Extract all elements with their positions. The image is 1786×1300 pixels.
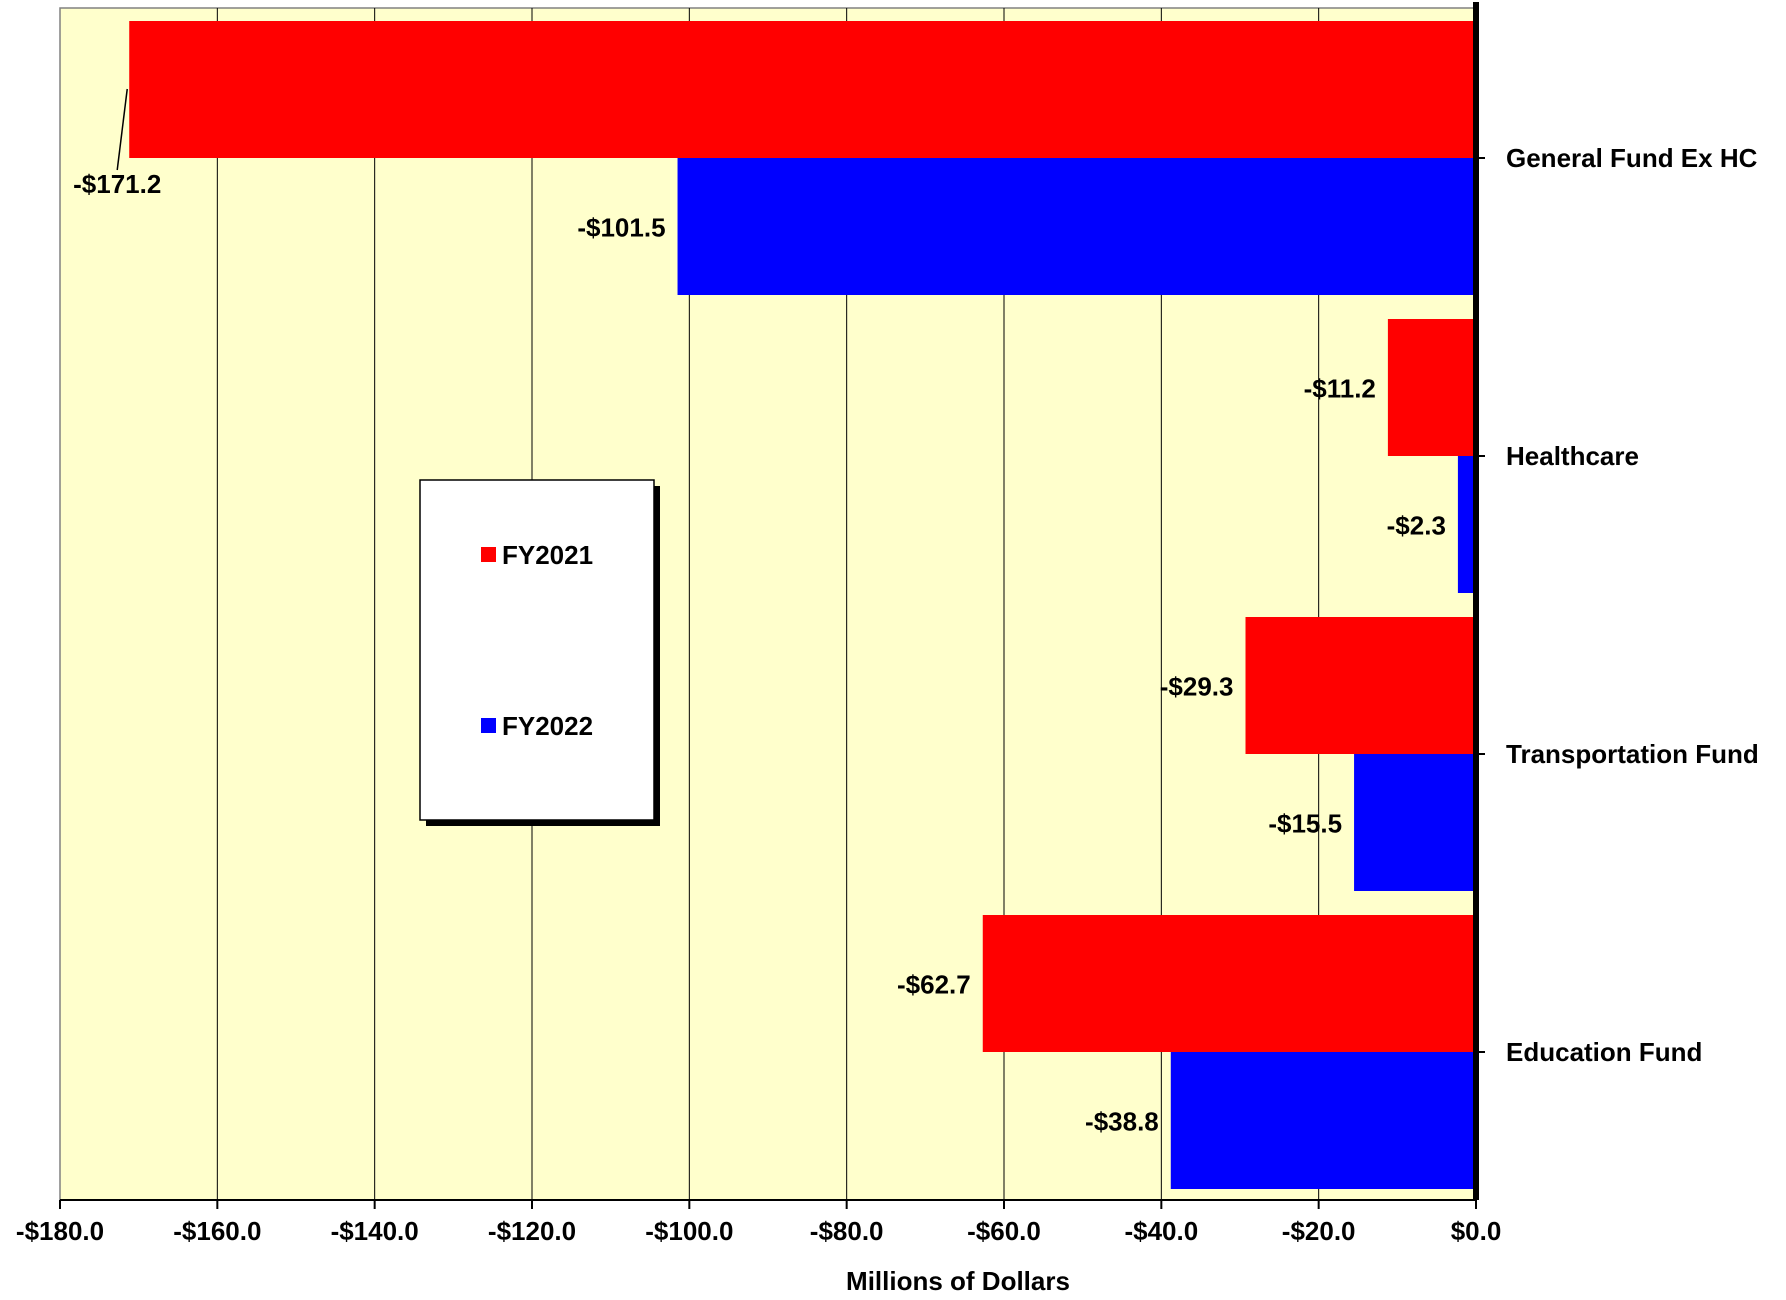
category-label: Transportation Fund	[1506, 739, 1759, 769]
x-tick-label: -$180.0	[16, 1216, 104, 1246]
category-label: Education Fund	[1506, 1037, 1702, 1067]
bar-fy2022-0	[677, 158, 1476, 295]
bars	[129, 21, 1476, 1189]
data-label: -$15.5	[1268, 809, 1342, 839]
data-label: -$38.8	[1085, 1107, 1159, 1137]
data-label-leader	[116, 88, 128, 171]
data-label: -$2.3	[1387, 511, 1446, 541]
data-labels: -$171.2 -$101.5 -$11.2 -$2.3 -$29.3 -$15.5 -$6…	[73, 88, 1446, 1137]
data-label: -$171.2	[73, 169, 161, 199]
x-tick-label: -$120.0	[488, 1216, 576, 1246]
bar-fy2022-3	[1170, 1052, 1476, 1189]
legend-swatch-fy2022	[481, 718, 496, 733]
data-label: -$101.5	[577, 213, 665, 243]
x-axis-title: Millions of Dollars	[846, 1266, 1070, 1296]
x-tick-label: -$40.0	[1124, 1216, 1198, 1246]
bar-fy2022-1	[1457, 456, 1476, 593]
category-label: General Fund Ex HC	[1506, 143, 1758, 173]
axes	[59, 2, 1485, 1209]
x-tick-label: $0.0	[1451, 1216, 1502, 1246]
x-tick-label: -$60.0	[967, 1216, 1041, 1246]
data-label: -$11.2	[1304, 374, 1376, 404]
data-label: -$29.3	[1160, 672, 1234, 702]
x-tick-label: -$160.0	[173, 1216, 261, 1246]
x-tick-label: -$140.0	[331, 1216, 419, 1246]
bar-fy2022-2	[1354, 754, 1476, 891]
legend-label: FY2022	[502, 711, 593, 741]
category-labels: General Fund Ex HC Healthcare Transportati…	[1506, 143, 1759, 1067]
bar-fy2021-2	[1245, 617, 1476, 754]
legend: FY2021 FY2022	[419, 479, 660, 826]
category-label: Healthcare	[1506, 441, 1639, 471]
x-tick-label: -$100.0	[645, 1216, 733, 1246]
bar-fy2021-1	[1387, 319, 1476, 456]
bar-fy2021-3	[982, 915, 1476, 1052]
legend-swatch-fy2021	[481, 547, 496, 562]
x-tick-label: -$20.0	[1282, 1216, 1356, 1246]
bar-fy2021-0	[129, 21, 1476, 158]
x-tick-label: -$80.0	[810, 1216, 884, 1246]
tick-labels: -$180.0 -$160.0 -$140.0 -$120.0 -$100.0 -$80.…	[16, 1216, 1501, 1246]
legend-box	[419, 479, 655, 821]
legend-label: FY2021	[502, 540, 593, 570]
data-label: -$62.7	[897, 970, 971, 1000]
